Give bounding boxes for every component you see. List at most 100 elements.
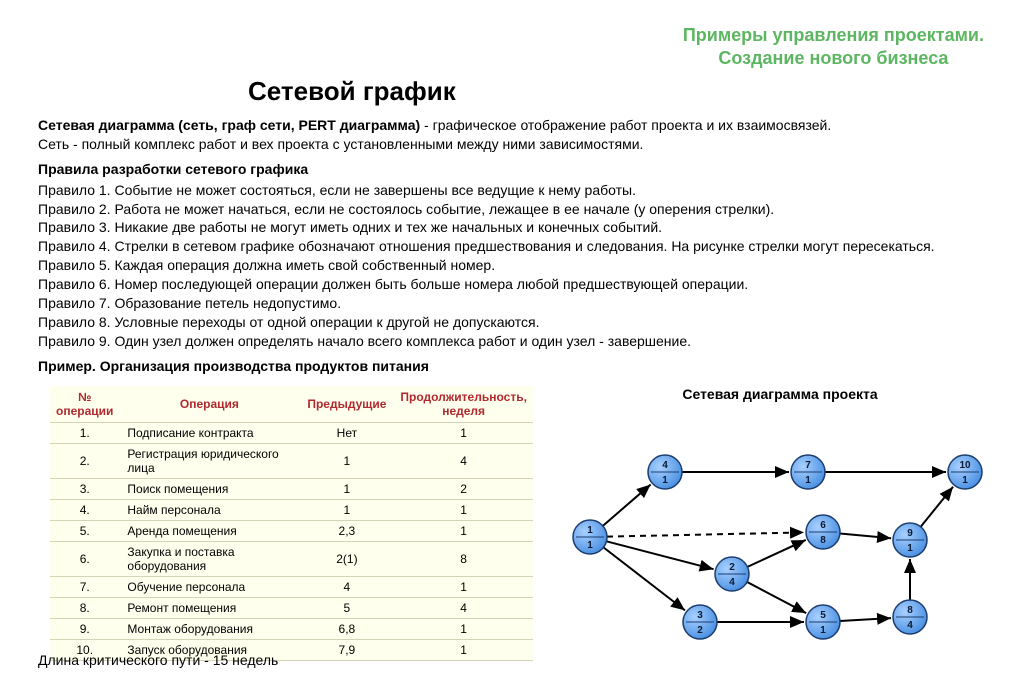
cell-num: 8. — [50, 598, 119, 619]
diagram-node: 91 — [893, 523, 927, 557]
cell-num: 5. — [50, 521, 119, 542]
diagram-edge — [747, 582, 806, 613]
svg-text:1: 1 — [662, 475, 668, 486]
diagram-node: 68 — [806, 515, 840, 549]
svg-text:2: 2 — [697, 625, 703, 636]
table-row: 4.Найм персонала11 — [50, 500, 533, 521]
svg-text:1: 1 — [805, 475, 811, 486]
rule-item: Правило 8. Условные переходы от одной оп… — [38, 313, 994, 332]
definition-line2: Сеть - полный комплекс работ и вех проек… — [38, 135, 994, 154]
svg-text:4: 4 — [662, 460, 668, 471]
svg-text:1: 1 — [820, 625, 826, 636]
cell-num: 2. — [50, 444, 119, 479]
cell-dur: 1 — [394, 423, 533, 444]
col-header-dur: Продолжительность, неделя — [394, 386, 533, 423]
diagram-node: 41 — [648, 455, 682, 489]
example-heading: Пример. Организация производства продукт… — [38, 357, 994, 376]
cell-dur: 1 — [394, 500, 533, 521]
diagram-edge — [840, 534, 891, 539]
table-row: 8.Ремонт помещения54 — [50, 598, 533, 619]
rule-item: Правило 2. Работа не может начаться, есл… — [38, 200, 994, 219]
cell-num: 7. — [50, 577, 119, 598]
svg-text:5: 5 — [820, 610, 826, 621]
diagram-title: Сетевая диаграмма проекта — [560, 386, 1000, 402]
cell-dur: 8 — [394, 542, 533, 577]
cell-prev: Нет — [299, 423, 394, 444]
cell-op: Обучение персонала — [119, 577, 299, 598]
cell-prev: 4 — [299, 577, 394, 598]
cell-prev: 2,3 — [299, 521, 394, 542]
table-row: 6.Закупка и поставка оборудования2(1)8 — [50, 542, 533, 577]
cell-dur: 1 — [394, 577, 533, 598]
col-header-op: Операция — [119, 386, 299, 423]
network-diagram-area: Сетевая диаграмма проекта 11243241516871… — [560, 386, 1000, 646]
cell-dur: 1 — [394, 640, 533, 661]
header-subtitle: Примеры управления проектами. Создание н… — [683, 24, 984, 71]
cell-num: 3. — [50, 479, 119, 500]
diagram-node: 32 — [683, 605, 717, 639]
diagram-edge — [747, 540, 805, 567]
cell-op: Найм персонала — [119, 500, 299, 521]
svg-text:1: 1 — [587, 540, 593, 551]
cell-op: Поиск помещения — [119, 479, 299, 500]
cell-op: Подписание контракта — [119, 423, 299, 444]
rule-item: Правило 6. Номер последующей операции до… — [38, 275, 994, 294]
svg-text:2: 2 — [729, 562, 735, 573]
table-row: 2.Регистрация юридического лица14 — [50, 444, 533, 479]
rule-item: Правило 7. Образование петель недопустим… — [38, 294, 994, 313]
definition-rest: - графическое отображение работ проекта … — [420, 117, 831, 133]
cell-dur: 4 — [394, 444, 533, 479]
network-diagram: 112432415168718491101 — [560, 412, 1000, 642]
page-title: Сетевой график — [248, 76, 456, 107]
diagram-edge — [603, 484, 651, 525]
svg-text:4: 4 — [907, 620, 913, 631]
cell-dur: 1 — [394, 521, 533, 542]
svg-text:4: 4 — [729, 577, 735, 588]
cell-num: 9. — [50, 619, 119, 640]
diagram-node: 51 — [806, 605, 840, 639]
table-header-row: № операции Операция Предыдущие Продолжит… — [50, 386, 533, 423]
definition-term: Сетевая диаграмма (сеть, граф сети, PERT… — [38, 117, 420, 133]
text-content: Сетевая диаграмма (сеть, граф сети, PERT… — [38, 116, 994, 378]
cell-prev: 2(1) — [299, 542, 394, 577]
diagram-node: 71 — [791, 455, 825, 489]
cell-dur: 1 — [394, 619, 533, 640]
svg-text:8: 8 — [907, 605, 913, 616]
rule-item: Правило 3. Никакие две работы не могут и… — [38, 218, 994, 237]
cell-op: Закупка и поставка оборудования — [119, 542, 299, 577]
svg-text:6: 6 — [820, 520, 826, 531]
table-row: 3.Поиск помещения12 — [50, 479, 533, 500]
svg-text:7: 7 — [805, 460, 811, 471]
table-row: 7.Обучение персонала41 — [50, 577, 533, 598]
cell-num: 1. — [50, 423, 119, 444]
cell-num: 6. — [50, 542, 119, 577]
cell-prev: 7,9 — [299, 640, 394, 661]
rules-list: Правило 1. Событие не может состояться, … — [38, 181, 994, 351]
svg-text:1: 1 — [962, 475, 968, 486]
header-line2: Создание нового бизнеса — [683, 47, 984, 70]
table-row: 9.Монтаж оборудования6,81 — [50, 619, 533, 640]
svg-text:3: 3 — [697, 610, 703, 621]
svg-text:9: 9 — [907, 528, 913, 539]
operations-table: № операции Операция Предыдущие Продолжит… — [50, 386, 533, 661]
svg-text:1: 1 — [587, 525, 593, 536]
rule-item: Правило 4. Стрелки в сетевом графике обо… — [38, 237, 994, 256]
header-line1: Примеры управления проектами. — [683, 24, 984, 47]
col-header-num: № операции — [50, 386, 119, 423]
table-body: 1.Подписание контрактаНет12.Регистрация … — [50, 423, 533, 661]
diagram-edge — [607, 532, 804, 536]
rules-heading: Правила разработки сетевого графика — [38, 160, 994, 179]
critical-path-text: Длина критического пути - 15 недель — [38, 652, 278, 668]
cell-num: 4. — [50, 500, 119, 521]
cell-op: Ремонт помещения — [119, 598, 299, 619]
cell-dur: 2 — [394, 479, 533, 500]
cell-prev: 1 — [299, 500, 394, 521]
cell-prev: 1 — [299, 444, 394, 479]
diagram-edge — [606, 541, 713, 569]
diagram-edge — [603, 547, 685, 610]
diagram-edge — [840, 618, 891, 621]
definition-line1: Сетевая диаграмма (сеть, граф сети, PERT… — [38, 116, 994, 135]
cell-prev: 1 — [299, 479, 394, 500]
diagram-node: 101 — [948, 455, 982, 489]
cell-op: Монтаж оборудования — [119, 619, 299, 640]
